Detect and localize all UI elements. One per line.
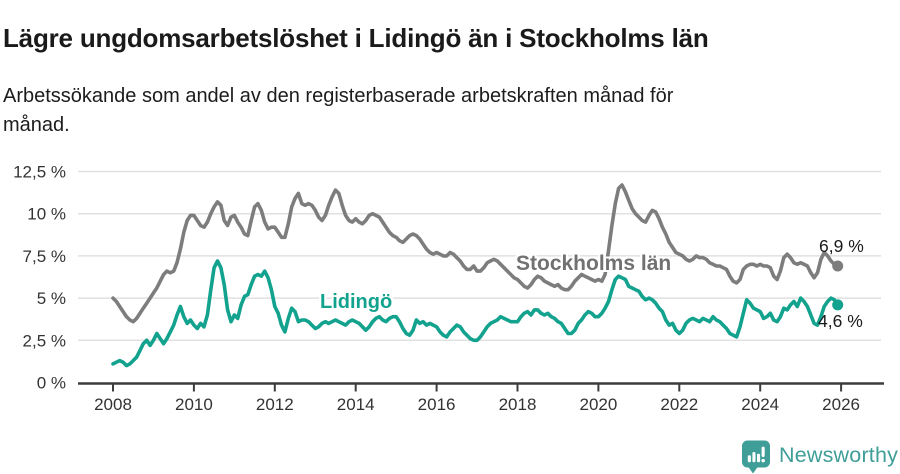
y-axis-tick-label: 7,5 % (23, 247, 66, 266)
x-axis-tick-label: 2014 (337, 395, 375, 414)
page-subtitle: Arbetssökande som andel av den registerb… (3, 85, 674, 136)
end-value-lidingo: 4,6 % (818, 311, 863, 331)
brand-footer: Newsworthy (741, 440, 898, 474)
end-value-stockholms-lan: 6,9 % (819, 236, 864, 256)
x-axis-tick-label: 2010 (175, 395, 213, 414)
y-axis-tick-label: 10 % (27, 205, 66, 224)
y-axis-tick-label: 0 % (37, 374, 66, 393)
page-title: Lägre ungdomsarbetslöshet i Lidingö än i… (3, 23, 709, 54)
x-axis-tick-label: 2024 (741, 395, 779, 414)
x-axis-tick-label: 2018 (499, 395, 537, 414)
y-axis-tick-label: 12,5 % (13, 163, 66, 182)
x-axis-tick-label: 2020 (579, 395, 617, 414)
series-end-dot-stockholms-l-n (832, 260, 844, 272)
brand-name: Newsworthy (779, 443, 899, 467)
series-end-dot-liding- (832, 299, 844, 311)
series-line-stockholms-l-n (111, 183, 840, 324)
x-axis-tick-label: 2022 (660, 395, 698, 414)
newsworthy-logo-icon (742, 440, 770, 474)
series-label-stockholms-lan: Stockholms län (516, 252, 672, 275)
x-axis-tick-label: 2008 (94, 395, 132, 414)
x-axis-tick-label: 2016 (418, 395, 456, 414)
x-axis-tick-label: 2026 (822, 395, 860, 414)
series-line-liding- (111, 259, 840, 368)
y-axis-tick-label: 2,5 % (23, 331, 66, 350)
y-axis-tick-label: 5 % (37, 289, 66, 308)
x-axis-tick-label: 2012 (256, 395, 294, 414)
series-label-lidingo: Lidingö (320, 291, 393, 313)
